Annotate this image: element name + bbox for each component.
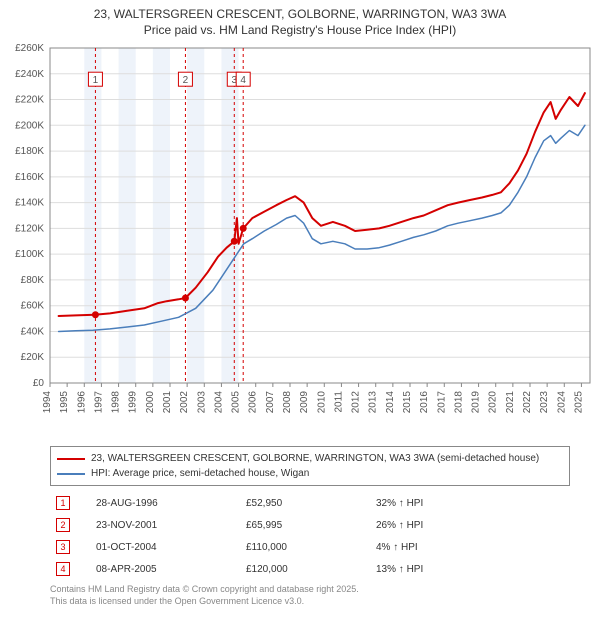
legend-label: HPI: Average price, semi-detached house,… (91, 466, 309, 481)
event-hpi: 26% ↑ HPI (370, 514, 570, 536)
svg-text:1996: 1996 (76, 391, 87, 414)
chart-svg: £0 £20K £40K £60K £80K £100K £120K £140K £160K £1… (0, 38, 600, 438)
svg-text:£180K: £180K (15, 146, 44, 157)
svg-text:£140K: £140K (15, 198, 44, 209)
svg-text:2012: 2012 (351, 391, 362, 414)
svg-text:£80K: £80K (21, 275, 45, 286)
footnote-line-1: Contains HM Land Registry data © Crown c… (50, 584, 359, 594)
svg-text:2023: 2023 (539, 391, 550, 414)
event-price: £120,000 (240, 558, 370, 580)
svg-text:2009: 2009 (299, 391, 310, 414)
svg-text:4: 4 (240, 76, 246, 87)
svg-text:1998: 1998 (111, 391, 122, 414)
svg-text:2017: 2017 (436, 391, 447, 414)
svg-text:2013: 2013 (368, 391, 379, 414)
svg-text:2004: 2004 (213, 391, 224, 414)
event-row: 1 28-AUG-1996£52,95032% ↑ HPI (50, 492, 570, 514)
legend-swatch (57, 473, 85, 475)
event-hpi: 32% ↑ HPI (370, 492, 570, 514)
svg-text:2010: 2010 (316, 391, 327, 414)
svg-text:2008: 2008 (282, 391, 293, 414)
svg-text:£260K: £260K (15, 43, 44, 54)
svg-text:2006: 2006 (248, 391, 259, 414)
svg-text:2007: 2007 (265, 391, 276, 414)
legend-swatch (57, 458, 85, 460)
svg-text:1: 1 (93, 76, 99, 87)
svg-text:2003: 2003 (196, 391, 207, 414)
svg-text:2022: 2022 (522, 391, 533, 414)
legend: 23, WALTERSGREEN CRESCENT, GOLBORNE, WAR… (50, 446, 570, 486)
svg-text:2019: 2019 (471, 391, 482, 414)
event-date: 23-NOV-2001 (90, 514, 240, 536)
svg-text:£40K: £40K (21, 327, 45, 338)
svg-text:2: 2 (183, 76, 189, 87)
chart-title: 23, WALTERSGREEN CRESCENT, GOLBORNE, WAR… (0, 0, 600, 38)
event-row: 3 01-OCT-2004£110,0004% ↑ HPI (50, 536, 570, 558)
svg-text:2018: 2018 (453, 391, 464, 414)
event-box: 4 (56, 562, 70, 576)
legend-label: 23, WALTERSGREEN CRESCENT, GOLBORNE, WAR… (91, 451, 539, 466)
svg-text:£220K: £220K (15, 95, 44, 106)
svg-text:2020: 2020 (488, 391, 499, 414)
svg-text:£100K: £100K (15, 250, 44, 261)
legend-item: 23, WALTERSGREEN CRESCENT, GOLBORNE, WAR… (57, 451, 563, 466)
event-box: 1 (56, 496, 70, 510)
svg-text:1999: 1999 (128, 391, 139, 414)
svg-text:£240K: £240K (15, 69, 44, 80)
svg-text:1995: 1995 (59, 391, 70, 414)
svg-text:2025: 2025 (573, 391, 584, 414)
svg-text:2021: 2021 (505, 391, 516, 414)
svg-text:2024: 2024 (556, 391, 567, 414)
svg-text:2014: 2014 (385, 391, 396, 414)
footnote: Contains HM Land Registry data © Crown c… (50, 584, 570, 607)
event-price: £110,000 (240, 536, 370, 558)
svg-text:2000: 2000 (145, 391, 156, 414)
svg-text:1994: 1994 (42, 391, 53, 414)
svg-text:£160K: £160K (15, 172, 44, 183)
svg-text:2001: 2001 (162, 391, 173, 414)
title-line-1: 23, WALTERSGREEN CRESCENT, GOLBORNE, WAR… (94, 7, 507, 21)
svg-text:£0: £0 (33, 378, 45, 389)
svg-text:£20K: £20K (21, 353, 45, 364)
svg-text:£60K: £60K (21, 301, 45, 312)
title-line-2: Price paid vs. HM Land Registry's House … (144, 23, 456, 37)
svg-text:2015: 2015 (402, 391, 413, 414)
event-price: £65,995 (240, 514, 370, 536)
svg-text:2016: 2016 (419, 391, 430, 414)
footnote-line-2: This data is licensed under the Open Gov… (50, 596, 304, 606)
event-hpi: 13% ↑ HPI (370, 558, 570, 580)
chart: £0 £20K £40K £60K £80K £100K £120K £140K £160K £1… (0, 38, 600, 438)
events-table: 1 28-AUG-1996£52,95032% ↑ HPI 2 23-NOV-2001… (50, 492, 570, 580)
svg-text:£120K: £120K (15, 224, 44, 235)
event-date: 28-AUG-1996 (90, 492, 240, 514)
svg-text:2002: 2002 (179, 391, 190, 414)
event-hpi: 4% ↑ HPI (370, 536, 570, 558)
event-box: 3 (56, 540, 70, 554)
svg-text:2005: 2005 (231, 391, 242, 414)
svg-text:1997: 1997 (93, 391, 104, 414)
event-box: 2 (56, 518, 70, 532)
svg-text:2011: 2011 (333, 391, 344, 413)
legend-item: HPI: Average price, semi-detached house,… (57, 466, 563, 481)
event-date: 08-APR-2005 (90, 558, 240, 580)
event-price: £52,950 (240, 492, 370, 514)
svg-text:£200K: £200K (15, 121, 44, 132)
event-row: 2 23-NOV-2001£65,99526% ↑ HPI (50, 514, 570, 536)
root: 23, WALTERSGREEN CRESCENT, GOLBORNE, WAR… (0, 0, 600, 620)
event-date: 01-OCT-2004 (90, 536, 240, 558)
event-row: 4 08-APR-2005£120,00013% ↑ HPI (50, 558, 570, 580)
